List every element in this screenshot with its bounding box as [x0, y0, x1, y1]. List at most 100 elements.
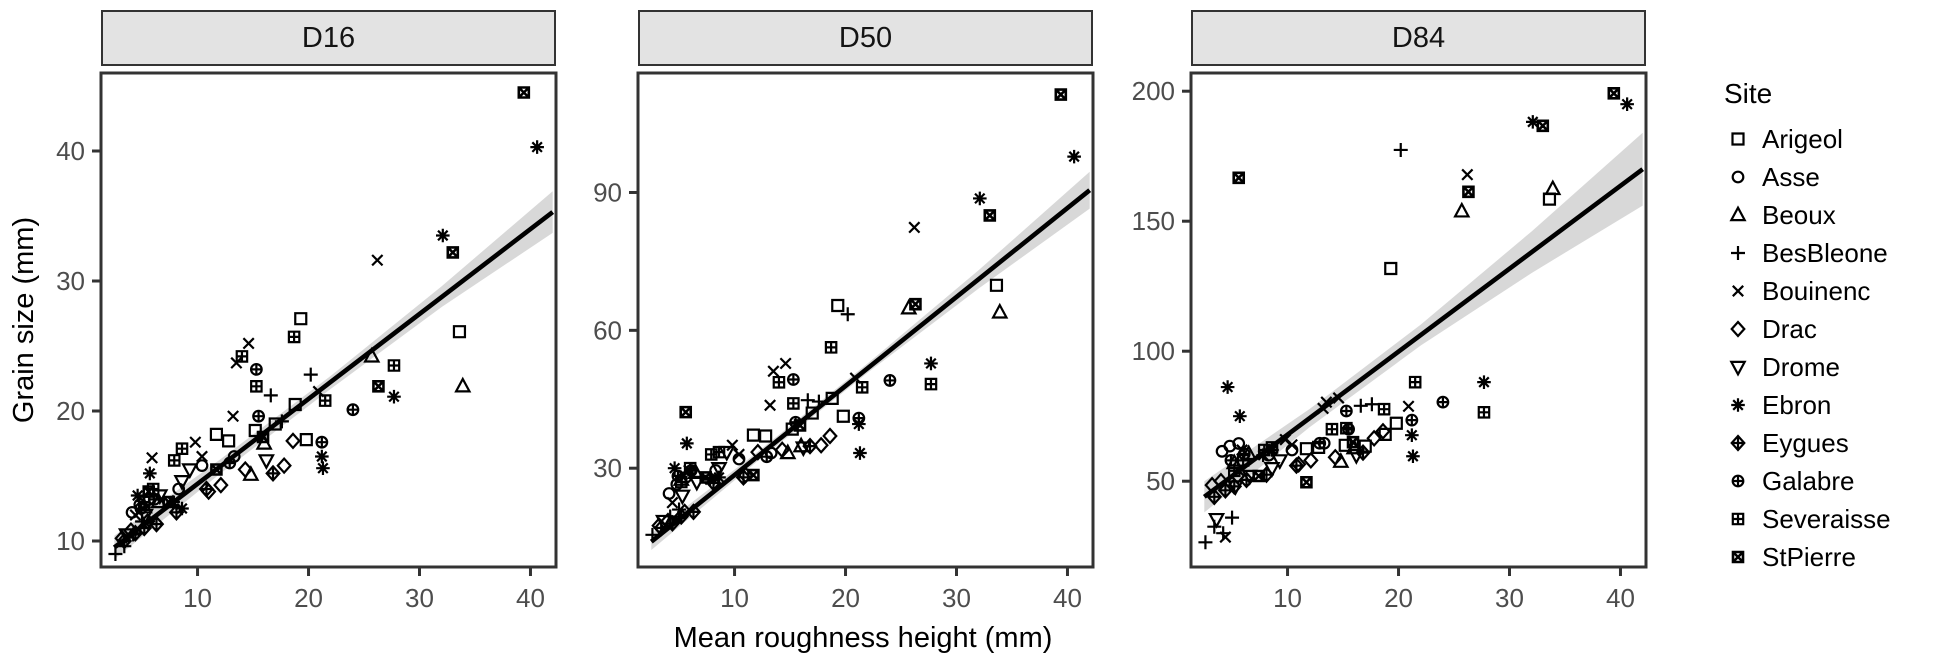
data-point — [813, 436, 829, 454]
x-tick-label: 10 — [183, 583, 212, 613]
data-point — [1402, 400, 1415, 413]
regression-line — [649, 188, 1092, 544]
data-point — [299, 433, 313, 447]
x-axis-title: Mean roughness height (mm) — [673, 622, 1053, 654]
asterisk-icon — [1731, 398, 1745, 412]
data-point — [387, 389, 401, 404]
data-point — [1252, 469, 1265, 483]
data-point — [257, 454, 275, 471]
data-point — [363, 346, 381, 363]
cross-icon — [1732, 285, 1744, 297]
data-point — [924, 356, 938, 371]
data-point — [263, 388, 278, 403]
legend-item-label: StPierre — [1762, 541, 1856, 572]
data-point — [1054, 88, 1068, 101]
data-point — [779, 443, 797, 460]
data-point — [1224, 454, 1238, 467]
legend-item-arigeol: Arigeol — [1722, 120, 1891, 158]
data-point — [173, 475, 191, 491]
x-tick-label: 10 — [1273, 583, 1302, 613]
data-point — [517, 86, 531, 99]
legend-item-label: Drac — [1762, 313, 1817, 344]
data-point — [750, 443, 766, 461]
data-point — [1405, 428, 1419, 442]
data-point — [446, 246, 460, 259]
data-point — [825, 391, 839, 405]
data-point — [779, 357, 792, 370]
data-point — [209, 427, 224, 441]
data-point — [1436, 395, 1450, 409]
data-point — [242, 337, 255, 350]
legend-item-label: Asse — [1762, 161, 1820, 192]
data-point — [1462, 185, 1475, 199]
data-point — [1405, 413, 1419, 427]
data-point — [683, 461, 697, 475]
data-point — [210, 463, 223, 476]
legend-item-asse: Asse — [1722, 158, 1891, 196]
data-point — [237, 460, 254, 479]
y-tick-label: 30 — [56, 266, 85, 296]
data-point — [1219, 531, 1232, 544]
data-point — [787, 397, 800, 410]
data-point — [1317, 402, 1330, 415]
legend-item-label: Bouinenc — [1762, 275, 1871, 306]
data-point — [287, 330, 301, 344]
legend-item-eygues: Eygues — [1722, 424, 1891, 462]
data-point — [747, 468, 760, 482]
x-tick-label: 10 — [720, 583, 749, 613]
y-tick-label: 100 — [1132, 336, 1175, 366]
y-tick-label: 90 — [593, 177, 622, 207]
data-point — [1536, 119, 1550, 133]
x-tick-label: 40 — [1606, 583, 1635, 613]
data-point — [1286, 438, 1298, 451]
data-point — [1233, 409, 1247, 423]
data-point — [316, 461, 330, 475]
data-point — [1220, 380, 1235, 394]
data-point — [1232, 437, 1246, 450]
data-point — [530, 140, 544, 154]
circle-plus-icon — [1731, 474, 1745, 488]
facet-panel-d16: 10 20 30 40 10 20 30 40 — [56, 71, 558, 613]
data-point — [1542, 192, 1557, 206]
data-point — [712, 470, 726, 485]
data-point — [726, 439, 739, 452]
data-point — [108, 547, 123, 561]
data-point — [733, 448, 745, 461]
data-point — [249, 363, 263, 376]
facet-panel-d50: 30 60 90 10 20 30 40 — [593, 71, 1095, 613]
data-point — [1453, 201, 1471, 218]
data-point — [195, 459, 209, 473]
data-point — [805, 406, 819, 420]
data-point — [767, 365, 780, 378]
data-point — [710, 462, 728, 478]
data-point — [653, 519, 670, 537]
data-point — [372, 380, 385, 393]
data-point — [667, 461, 682, 475]
data-point — [1332, 392, 1345, 404]
data-point — [811, 394, 826, 409]
legend-item-label: Drome — [1762, 351, 1841, 382]
data-point — [294, 312, 308, 326]
data-point — [800, 393, 815, 408]
data-point — [142, 485, 156, 498]
data-point — [454, 376, 472, 393]
panel-border — [636, 71, 1095, 569]
data-point — [685, 503, 702, 521]
data-point — [673, 507, 690, 526]
data-point — [983, 209, 997, 222]
data-point — [252, 409, 265, 423]
data-point — [1340, 421, 1353, 435]
data-point — [989, 278, 1004, 292]
legend-title: Site — [1724, 78, 1773, 109]
circle-icon — [1731, 170, 1745, 184]
facet-strip-d16: D16 — [101, 10, 556, 66]
data-point — [1384, 261, 1398, 276]
data-point — [315, 435, 329, 449]
data-point — [256, 430, 270, 444]
data-point — [1353, 398, 1368, 413]
y-tick-label: 30 — [593, 453, 622, 483]
legend-item-besbleone: BesBleone — [1722, 234, 1891, 272]
data-point — [666, 496, 679, 509]
legend: Site Arigeol Asse Beoux BesBleone Bouinenc Dr… — [1722, 78, 1891, 576]
